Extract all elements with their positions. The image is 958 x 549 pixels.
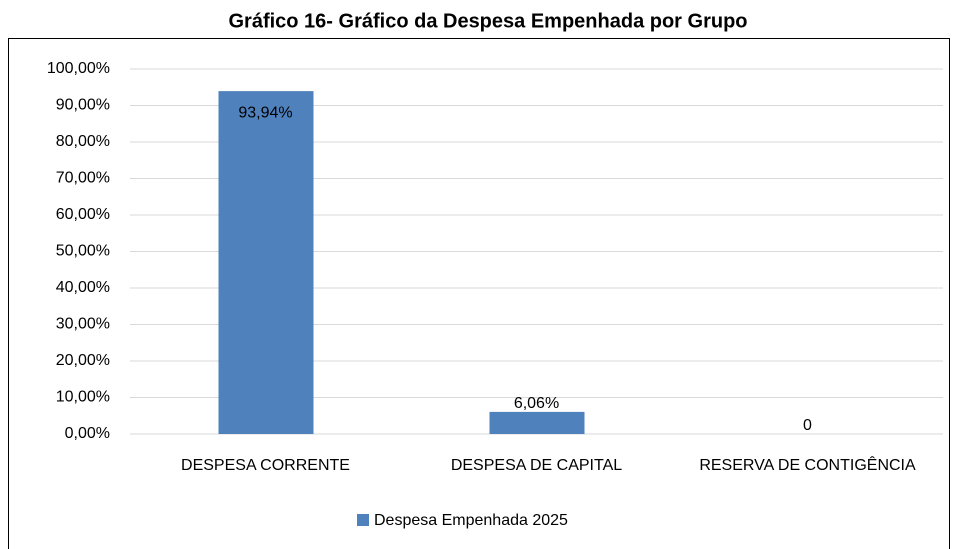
x-tick-label: DESPESA CORRENTE: [181, 457, 350, 474]
legend-label: Despesa Empenhada 2025: [374, 512, 568, 529]
y-tick-label: 0,00%: [65, 425, 110, 442]
data-label: 93,94%: [238, 104, 292, 121]
y-tick-label: 100,00%: [47, 60, 110, 77]
y-tick-label: 70,00%: [56, 170, 110, 187]
legend-swatch: [357, 514, 369, 526]
x-tick-label: DESPESA DE CAPITAL: [451, 457, 622, 474]
bar: [218, 91, 314, 434]
y-tick-label: 90,00%: [56, 97, 110, 114]
y-tick-label: 60,00%: [56, 206, 110, 223]
y-tick-label: 10,00%: [56, 389, 110, 406]
data-label: 6,06%: [514, 395, 559, 412]
y-tick-label: 30,00%: [56, 316, 110, 333]
bar: [489, 411, 585, 434]
data-label: 0: [803, 417, 812, 434]
chart-title: Gráfico 16- Gráfico da Despesa Empenhada…: [228, 10, 747, 32]
y-tick-label: 80,00%: [56, 133, 110, 150]
y-tick-label: 50,00%: [56, 243, 110, 260]
y-tick-label: 20,00%: [56, 352, 110, 369]
y-tick-label: 40,00%: [56, 279, 110, 296]
x-tick-label: RESERVA DE CONTIGÊNCIA: [699, 455, 916, 474]
chart-border: [8, 38, 950, 549]
